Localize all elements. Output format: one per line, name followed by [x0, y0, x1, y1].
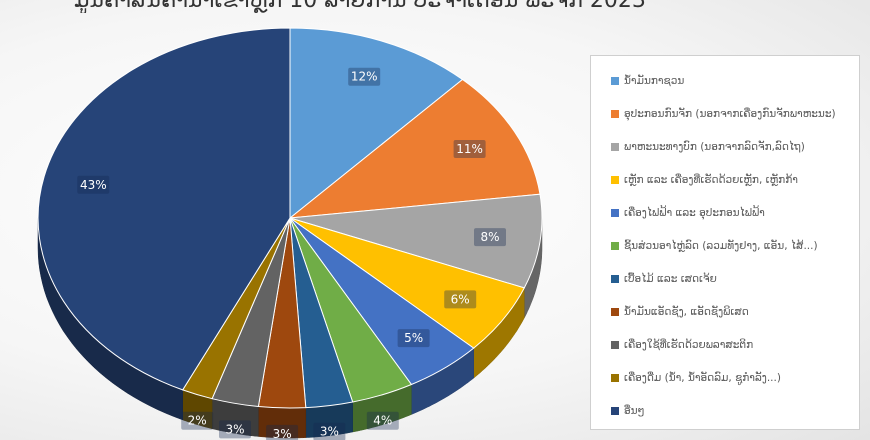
pie-slice-1	[289, 27, 464, 220]
legend-item: ພາຫະນະທາງບົກ (ນອກຈາກລົດຈັກ,ລົດໄຖ)	[611, 130, 853, 163]
data-label-5: 5%	[404, 331, 423, 345]
pie-slice-2	[288, 78, 541, 219]
legend-swatch	[611, 307, 619, 316]
legend-item: ນ້ຳມັນແອັດຊັງ, ແອັດຊັງພິເສດ	[611, 295, 853, 328]
pie-slice-11	[37, 27, 291, 391]
legend-swatch	[611, 142, 619, 151]
legend-swatch	[611, 373, 619, 382]
legend-item: ເບື້ອໄມ້ ແລະ ເສດເຈ້ຍ	[611, 262, 853, 295]
legend-label: ເຄື່ອງໃຊ້ທີ່ເຮັດດ້ວຍພລາສະຕິກ	[624, 338, 754, 351]
legend-item: ເຄື່ອງໄຟຟ້າ ແລະ ອຸປະກອນໄຟຟ້າ	[611, 196, 853, 229]
legend-item: ອຸປະກອນກົນຈັກ (ນອກຈາກເຄື່ອງກົນຈັກພາຫະນະ)	[611, 97, 853, 130]
legend-item: ຊິ້ນສ່ວນອາໄຫຼ່ລົດ (ລວມທັງຢາງ, ແອັນ, ໄສ້.…	[611, 229, 853, 262]
legend-label: ພາຫະນະທາງບົກ (ນອກຈາກລົດຈັກ,ລົດໄຖ)	[624, 140, 805, 153]
legend-label: ເບື້ອໄມ້ ແລະ ເສດເຈ້ຍ	[624, 272, 717, 285]
legend-swatch	[611, 340, 619, 349]
legend-label: ເຄື່ອງດື່ມ (ນ້ຳ, ນ້ຳອັດລົມ, ຊູກຳລັງ...)	[624, 371, 781, 384]
legend-swatch	[611, 175, 619, 184]
data-label-11: 43%	[80, 178, 107, 192]
legend-label: ນ້ຳມັນກາຊວນ	[624, 74, 685, 87]
data-label-2: 11%	[456, 142, 483, 156]
data-label-box-2	[453, 140, 486, 158]
data-label-box-10	[181, 411, 214, 430]
legend-item: ເຄື່ອງໃຊ້ທີ່ເຮັດດ້ວຍພລາສະຕິກ	[611, 328, 853, 361]
legend-label: ຊິ້ນສ່ວນອາໄຫຼ່ລົດ (ລວມທັງຢາງ, ແອັນ, ໄສ້.…	[624, 239, 818, 252]
data-label-4: 6%	[451, 292, 470, 306]
legend-label: ອື່ນໆ	[624, 404, 645, 417]
legend-item: ອື່ນໆ	[611, 394, 853, 427]
data-label-box-8	[266, 424, 299, 440]
data-label-box-5	[397, 329, 430, 348]
data-label-box-4	[444, 290, 477, 309]
legend-swatch	[611, 274, 619, 283]
legend-label: ເຫຼັກ ແລະ ເຄື່ອງທີ່ເຮັດດ້ວຍເຫຼັກ, ເຫຼັກກ…	[624, 173, 798, 186]
legend-item: ເຄື່ອງດື່ມ (ນ້ຳ, ນ້ຳອັດລົມ, ຊູກຳລັງ...)	[611, 361, 853, 394]
legend-item: ເຫຼັກ ແລະ ເຄື່ອງທີ່ເຮັດດ້ວຍເຫຼັກ, ເຫຼັກກ…	[611, 163, 853, 196]
data-label-10: 2%	[188, 414, 207, 428]
legend-swatch	[611, 109, 619, 118]
legend-label: ເຄື່ອງໄຟຟ້າ ແລະ ອຸປະກອນໄຟຟ້າ	[624, 206, 765, 219]
pie-chart: 12% 11% 8% 6% 5% 4% 3% 3% 3% 2% 43%	[37, 27, 543, 440]
data-label-3: 8%	[480, 230, 499, 244]
legend-label: ນ້ຳມັນແອັດຊັງ, ແອັດຊັງພິເສດ	[624, 305, 749, 318]
data-label-8: 3%	[273, 427, 292, 440]
data-label-box-7	[313, 422, 346, 440]
data-label-box-3	[474, 228, 506, 247]
data-label-9: 3%	[225, 422, 244, 436]
legend-swatch	[611, 406, 619, 415]
data-label-6: 4%	[373, 414, 392, 428]
data-label-box-1	[348, 67, 381, 86]
legend-swatch	[611, 241, 619, 250]
data-label-7: 3%	[320, 425, 339, 439]
data-label-box-6	[366, 411, 399, 430]
data-label-1: 12%	[351, 70, 378, 84]
legend-swatch	[611, 208, 619, 217]
legend-swatch	[611, 76, 619, 85]
legend-item: ນ້ຳມັນກາຊວນ	[611, 64, 853, 97]
legend-label: ອຸປະກອນກົນຈັກ (ນອກຈາກເຄື່ອງກົນຈັກພາຫະນະ)	[624, 107, 836, 120]
data-label-box-9	[219, 420, 251, 439]
data-label-box-11	[77, 175, 110, 194]
chart-title: ມູນຄ່າສິນຄ້ານຳເຂົ້າຫຼັກ 10 ລາຍການ ປະຈຳເດ…	[74, 0, 646, 13]
pie-slice-3	[289, 193, 543, 289]
chart-legend: ນ້ຳມັນກາຊວນອຸປະກອນກົນຈັກ (ນອກຈາກເຄື່ອງກົ…	[590, 55, 860, 430]
